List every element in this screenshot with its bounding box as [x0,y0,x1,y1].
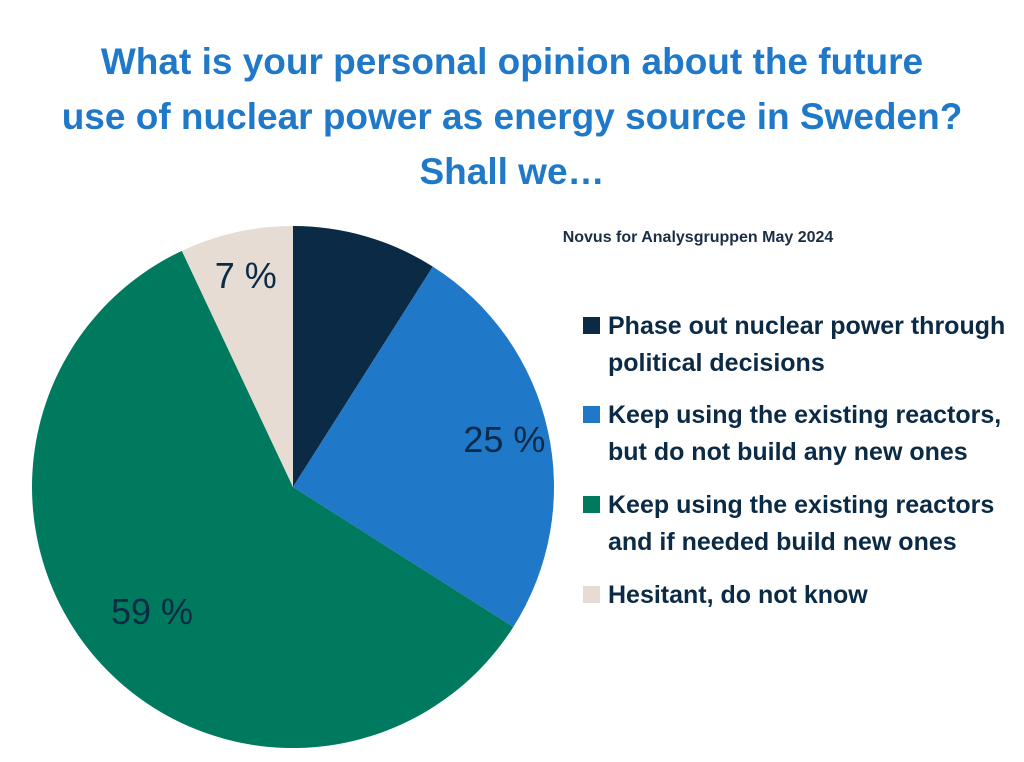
chart-title-line: What is your personal opinion about the … [100,41,924,82]
chart-title: What is your personal opinion about the … [0,34,1024,199]
legend-swatch [583,317,600,334]
legend-label: Keep using the existing reactors and if … [608,491,995,556]
slice-value-label: 9 % [317,279,379,320]
slice-value-label: 59 % [111,591,193,632]
legend-item: Hesitant, do not know [583,577,1013,614]
pie-slice [181,226,293,487]
legend-label: Hesitant, do not know [608,581,868,609]
legend-item: Keep using the existing reactors, but do… [583,397,1013,471]
legend-label: Keep using the existing reactors, but do… [608,401,1002,466]
pie-slice [31,250,514,748]
legend-swatch [583,406,600,423]
slice-value-label: 7 % [215,255,277,296]
legend-swatch [583,586,600,603]
chart-title-line: use of nuclear power as energy source in… [61,96,963,137]
legend-label: Phase out nuclear power through politica… [608,312,1006,377]
chart-title-line: Shall we… [419,151,605,192]
legend-swatch [583,496,600,513]
legend-item: Phase out nuclear power through politica… [583,308,1013,382]
legend-item: Keep using the existing reactors and if … [583,487,1013,561]
chart-legend: Phase out nuclear power through politica… [583,308,1013,614]
chart-source: Novus for Analysgruppen May 2024 [562,229,834,246]
pie-slice [293,266,554,627]
slice-value-label: 25 % [463,419,545,460]
pie-slice [293,226,433,487]
